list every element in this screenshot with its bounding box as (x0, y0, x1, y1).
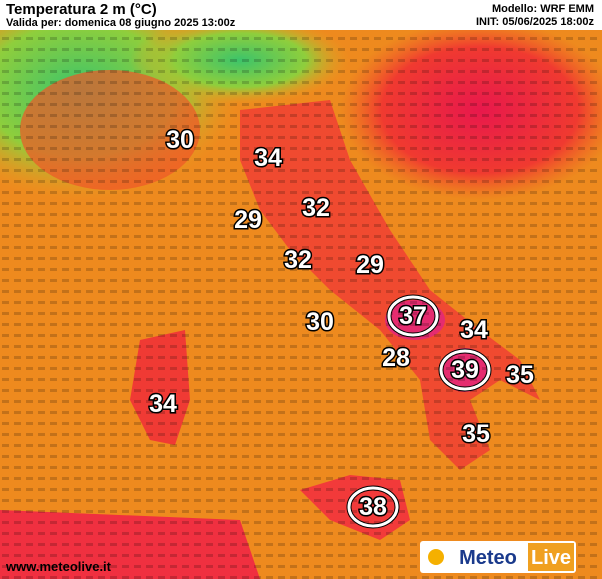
temperature-label: 30 (166, 126, 194, 154)
temperature-label: 35 (462, 420, 490, 448)
logo-right: Live (531, 547, 571, 569)
logo-left: Meteo (459, 547, 517, 569)
temperature-label: 39 (451, 356, 479, 384)
highlight-ring (347, 486, 399, 528)
init: INIT: 05/06/2025 18:00z (475, 16, 594, 28)
valid-time: Valida per: domenica 08 giugno 2025 13:0… (6, 17, 236, 29)
highlight-ring (439, 349, 491, 391)
temperature-label: 29 (356, 251, 384, 279)
temperature-label: 38 (359, 493, 387, 521)
temperature-label: 34 (460, 316, 488, 344)
temperature-label: 35 (506, 361, 534, 389)
temperature-label: 32 (284, 246, 312, 274)
model: Modello: WRF EMM (491, 3, 594, 15)
logo-sun (428, 549, 444, 565)
header-band (0, 0, 602, 30)
temperature-label: 34 (149, 390, 177, 418)
title: Temperatura 2 m (°C) (6, 1, 157, 18)
highlight-ring (387, 295, 439, 337)
logo-right-box (528, 543, 574, 571)
site: www.meteolive.it (5, 559, 112, 574)
logo-left-box (450, 543, 526, 571)
temperature-label: 37 (399, 302, 427, 330)
grid-values (0, 30, 602, 579)
temperature-label: 28 (382, 344, 410, 372)
temperature-label: 32 (302, 194, 330, 222)
temperature-label: 30 (306, 308, 334, 336)
temperature-label: 29 (234, 206, 262, 234)
temperature-label: 34 (254, 144, 282, 172)
